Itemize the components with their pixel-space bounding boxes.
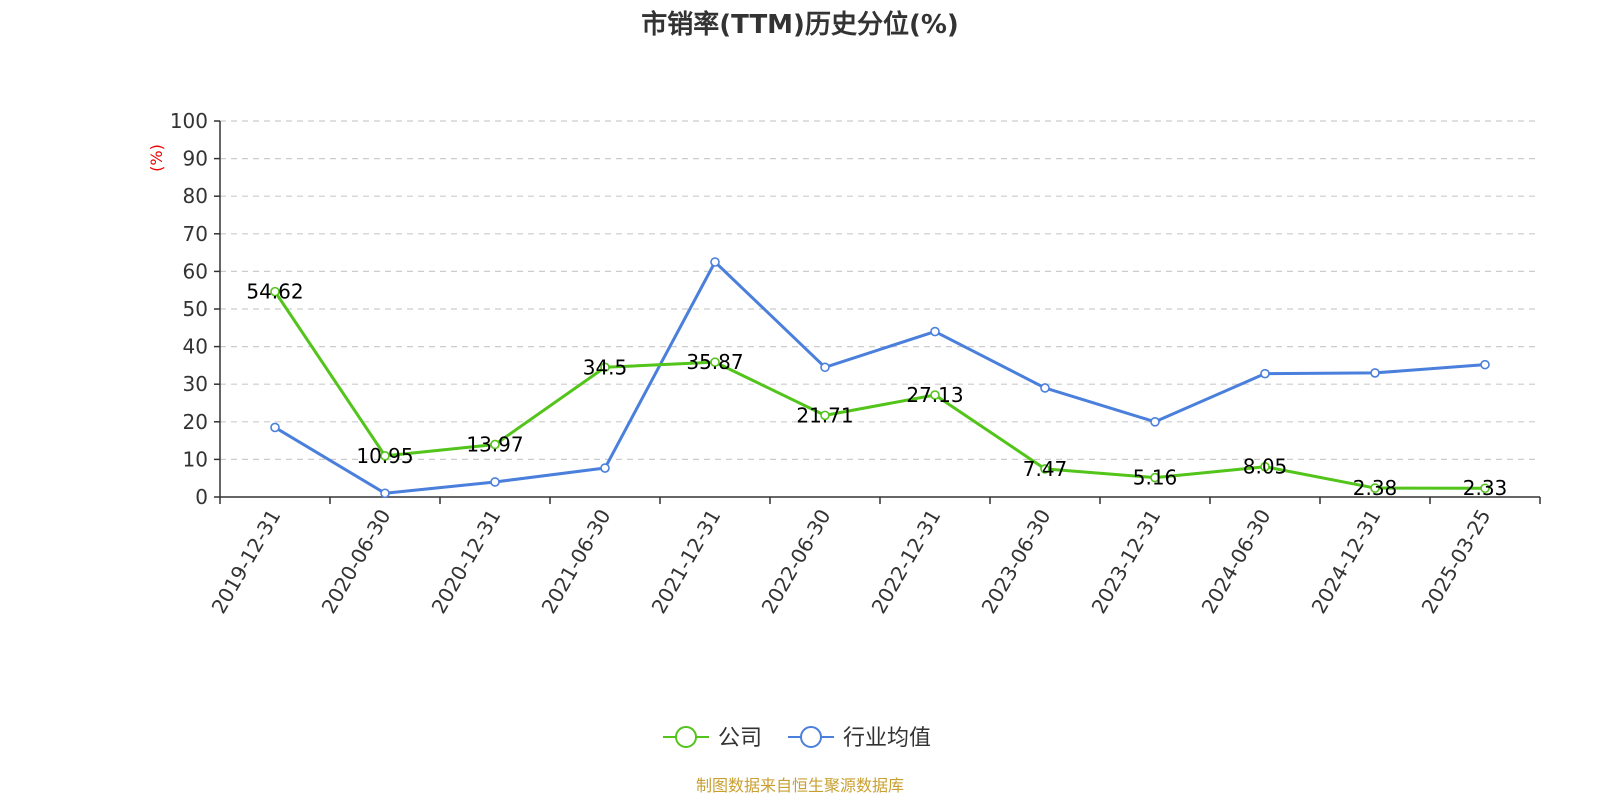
grid-lines [220, 120, 1540, 460]
data-point-0[interactable] [820, 410, 830, 421]
data-point-0[interactable] [930, 390, 940, 400]
data-point-0[interactable] [1370, 483, 1380, 493]
x-tick-label: 2023-06-30 [976, 505, 1055, 618]
data-label: 35.87 [686, 350, 743, 374]
x-tick-label: 2024-12-31 [1306, 505, 1385, 618]
legend-item-0[interactable]: 公司 [663, 726, 762, 751]
y-tick-label: 20 [183, 410, 208, 434]
data-label: 2.38 [1353, 476, 1398, 500]
data-label: 54.62 [246, 280, 303, 304]
data-label: 5.16 [1133, 466, 1178, 490]
data-point-0[interactable] [1480, 483, 1490, 494]
data-label: 10.95 [356, 444, 413, 468]
data-point-1[interactable] [1040, 383, 1050, 393]
data-label: 27.13 [906, 383, 963, 407]
data-point-0[interactable] [1150, 472, 1160, 483]
x-tick-label: 2022-12-31 [866, 505, 945, 618]
legend-marker [800, 726, 822, 748]
axes: 0 10 20 30 40 50 60 70 80 90 100 2019-12-31 2020-06-… [170, 109, 1541, 618]
data-point-1[interactable] [1370, 368, 1380, 378]
data-point-1[interactable] [270, 422, 280, 433]
data-point-0[interactable] [1260, 461, 1270, 472]
data-point-0[interactable] [1040, 464, 1050, 474]
series-line-0 [273, 290, 1486, 490]
data-label: 2.33 [1463, 476, 1508, 500]
x-tick-label: 2020-12-31 [426, 505, 505, 618]
data-label: 34.5 [583, 355, 628, 379]
y-tick-label: 30 [183, 372, 208, 396]
data-point-1[interactable] [1260, 368, 1270, 379]
x-tick-label: 2025-03-25 [1416, 505, 1495, 618]
x-tick-label: 2024-06-30 [1196, 505, 1275, 618]
series-line-1 [274, 260, 1486, 495]
data-point-0[interactable] [270, 286, 280, 297]
data-point-1[interactable] [1150, 416, 1160, 427]
data-label: 21.71 [796, 403, 853, 427]
y-tick-label: 10 [183, 447, 208, 471]
legend[interactable]: 公司 行业均值 [663, 726, 931, 751]
data-point-1[interactable] [820, 362, 830, 373]
y-axis-label: (%) [147, 144, 166, 172]
series-layer [270, 257, 1490, 499]
x-tick-label: 2021-12-31 [646, 505, 725, 618]
y-tick-label: 60 [183, 259, 208, 283]
data-point-0[interactable] [380, 451, 390, 461]
y-tick-label: 100 [170, 109, 208, 133]
x-tick-label: 2019-12-31 [206, 505, 285, 618]
chart-title: 市销率(TTM)历史分位(%) [641, 9, 959, 40]
data-point-0[interactable] [710, 357, 720, 367]
data-point-1[interactable] [380, 488, 390, 499]
y-tick-label: 0 [195, 485, 208, 509]
legend-label: 公司 [718, 726, 762, 751]
data-point-1[interactable] [1480, 359, 1490, 370]
y-tick-label: 70 [183, 222, 208, 246]
x-tick-label: 2021-06-30 [536, 505, 615, 618]
data-labels: 54.62 10.95 13.97 34.5 35.87 21.71 27.13 7.47 5.… [246, 280, 1507, 501]
legend-label: 行业均值 [843, 726, 931, 751]
x-tick-label: 2022-06-30 [756, 505, 835, 618]
x-tick-label: 2020-06-30 [316, 505, 395, 618]
data-point-1[interactable] [600, 463, 610, 473]
legend-item-1[interactable]: 行业均值 [788, 726, 931, 751]
x-tick-label: 2023-12-31 [1086, 505, 1165, 618]
y-tick-label: 80 [183, 184, 208, 208]
source-note: 制图数据来自恒生聚源数据库 [696, 776, 904, 795]
data-point-1[interactable] [710, 257, 720, 267]
legend-marker [675, 726, 697, 748]
data-label: 8.05 [1243, 455, 1288, 479]
data-point-1[interactable] [930, 326, 940, 337]
y-tick-label: 90 [183, 147, 208, 171]
data-point-0[interactable] [490, 439, 500, 450]
data-label: 13.97 [466, 432, 523, 456]
y-tick-label: 40 [183, 335, 208, 359]
data-label: 7.47 [1023, 457, 1068, 481]
data-point-1[interactable] [490, 477, 500, 487]
y-tick-label: 50 [183, 297, 208, 321]
data-point-0[interactable] [600, 362, 610, 373]
